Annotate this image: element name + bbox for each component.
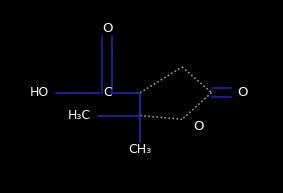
Text: O: O [193,120,204,133]
Text: C: C [103,86,112,99]
Text: O: O [102,22,113,35]
Text: HO: HO [30,86,49,99]
Text: O: O [237,86,247,99]
Text: CH₃: CH₃ [128,143,152,156]
Text: H₃C: H₃C [68,109,91,122]
